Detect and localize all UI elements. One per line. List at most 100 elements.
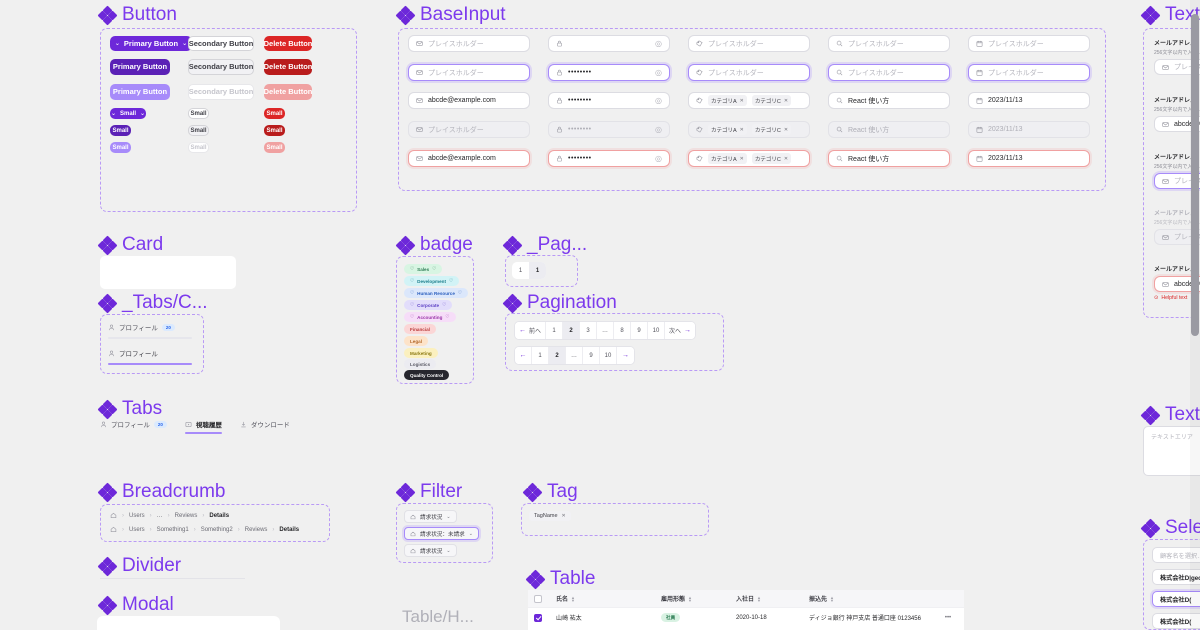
password-input-default[interactable]: ◎ <box>548 35 670 52</box>
secondary-small-hover[interactable]: Small <box>188 125 209 136</box>
eye-icon[interactable]: ◎ <box>655 96 662 105</box>
date-input-filled[interactable]: 2023/11/13 <box>968 92 1090 109</box>
date-input-error[interactable]: 2023/11/13 <box>968 150 1090 167</box>
primary-button-hover[interactable]: Primary Button <box>110 59 170 75</box>
tag-chip[interactable]: カテゴリC ✕ <box>751 153 792 164</box>
page-button-9[interactable]: 9 <box>631 322 649 339</box>
breadcrumb-item[interactable]: Users <box>129 526 145 533</box>
email-input-default[interactable]: プレイスホルダー <box>408 35 530 52</box>
next-page-button[interactable]: 次へ → <box>665 322 696 339</box>
modal-surface[interactable] <box>97 616 280 630</box>
tabs-chip-item-2[interactable]: プロフィール <box>108 348 192 365</box>
sort-icon[interactable]: ▲ ▼ <box>830 594 834 603</box>
delete-button-default[interactable]: Delete Button <box>264 36 312 51</box>
table-row[interactable]: 山崎 祐太 社員 2020-10-18 ディジョ銀行 神戸支店 普通口座 012… <box>528 607 964 627</box>
password-input-focus[interactable]: •••••••• ◎ <box>548 64 670 81</box>
sort-icon[interactable]: ▲ ▼ <box>688 594 692 603</box>
select-all-checkbox[interactable] <box>534 594 542 603</box>
page-button-1[interactable]: 1 <box>546 322 564 339</box>
row-checkbox[interactable] <box>534 613 542 622</box>
search-input-error[interactable]: React 使い方 <box>828 150 950 167</box>
eye-icon[interactable]: ◎ <box>655 39 662 48</box>
primary-button-default[interactable]: ⌄ Primary Button ⌄ <box>110 36 192 51</box>
close-icon[interactable]: ✕ <box>561 513 566 519</box>
tab-history[interactable]: 視聴履歴 <box>184 419 222 434</box>
row-menu-icon[interactable]: ••• <box>944 614 952 621</box>
page-button-1[interactable]: 1 <box>532 347 549 364</box>
breadcrumb-item[interactable]: Something2 <box>200 526 233 533</box>
password-input-error[interactable]: •••••••• ◎ <box>548 150 670 167</box>
tag-input-default[interactable]: プレイスホルダー <box>688 35 810 52</box>
page-button-10[interactable]: 10 <box>648 322 666 339</box>
select-option-2[interactable]: 株式会社D( <box>1152 591 1200 607</box>
secondary-button-default[interactable]: Secondary Button <box>188 36 254 51</box>
select-placeholder[interactable]: 顧客名を選択… <box>1152 547 1200 563</box>
tabs-chip-item-1[interactable]: プロフィール 20 <box>108 322 192 339</box>
page-button-2[interactable]: 2 <box>563 322 581 339</box>
next-page-button-compact[interactable]: → <box>617 347 634 364</box>
close-icon[interactable]: ✕ <box>739 155 744 162</box>
primary-small-hover[interactable]: Small <box>110 125 131 136</box>
email-field-filled[interactable]: abcde@e… <box>1154 116 1200 132</box>
delete-small-hover[interactable]: Small <box>264 125 285 136</box>
breadcrumb-item[interactable]: Reviews <box>244 526 268 533</box>
sort-icon[interactable]: ▲ ▼ <box>757 594 761 603</box>
primary-small-default[interactable]: ⌄ Small ⌄ <box>110 108 146 119</box>
email-input-filled[interactable]: abcde@example.com <box>408 92 530 109</box>
breadcrumb-item[interactable]: Something1 <box>156 526 189 533</box>
prev-page-button-compact[interactable]: ← <box>515 347 532 364</box>
delete-small-default[interactable]: Small <box>264 108 285 119</box>
tag-input-focus[interactable]: プレイスホルダー <box>688 64 810 81</box>
page-button-active[interactable]: 1 <box>529 262 546 279</box>
table-header-name[interactable]: 氏名 ▲ ▼ <box>556 594 661 603</box>
prev-page-button[interactable]: ← 前へ <box>515 322 547 339</box>
page-button-10[interactable]: 10 <box>600 347 617 364</box>
tag-chip[interactable]: カテゴリA ✕ <box>708 153 747 164</box>
search-input-default[interactable]: プレイスホルダー <box>828 35 950 52</box>
tag-input-filled[interactable]: カテゴリA ✕ カテゴリC ✕ <box>688 92 810 109</box>
eye-icon[interactable]: ◎ <box>655 154 662 163</box>
select-option-1[interactable]: 株式会社D|geo… <box>1152 569 1200 585</box>
tag-chip[interactable]: TagName ✕ <box>529 511 571 521</box>
email-field-default[interactable]: プレイス… <box>1154 59 1200 75</box>
eye-icon[interactable]: ◎ <box>655 68 662 77</box>
page-button-2[interactable]: 2 <box>549 347 566 364</box>
tab-download[interactable]: ダウンロード <box>240 419 290 434</box>
page-button-3[interactable]: 3 <box>580 322 598 339</box>
email-input-error[interactable]: abcde@example.com <box>408 150 530 167</box>
date-input-default[interactable]: プレイスホルダー <box>968 35 1090 52</box>
sort-icon[interactable]: ▲ ▼ <box>571 594 575 603</box>
email-input-focus[interactable]: プレイスホルダー <box>408 64 530 81</box>
tag-chip[interactable]: カテゴリA ✕ <box>708 95 747 106</box>
email-field-focus[interactable]: プレイス… <box>1154 173 1200 189</box>
page-button-9[interactable]: 9 <box>583 347 600 364</box>
delete-button-hover[interactable]: Delete Button <box>264 59 312 75</box>
date-input-focus[interactable]: プレイスホルダー <box>968 64 1090 81</box>
secondary-small-default[interactable]: Small <box>188 108 209 119</box>
table-header-employment[interactable]: 雇用形態 ▲ ▼ <box>661 594 736 603</box>
close-icon[interactable]: ✕ <box>783 155 789 162</box>
search-input-focus[interactable]: プレイスホルダー <box>828 64 950 81</box>
tag-chip[interactable]: カテゴリC ✕ <box>751 95 792 106</box>
close-icon[interactable]: ✕ <box>783 97 789 104</box>
table-header-bank[interactable]: 振込先 ▲ ▼ <box>809 594 958 603</box>
filter-button-2[interactable]: 請求状況：未請求 ⌄ <box>404 527 479 540</box>
vertical-scrollbar-track[interactable] <box>1190 0 1200 630</box>
search-input-filled[interactable]: React 使い方 <box>828 92 950 109</box>
table-header-joined[interactable]: 入社日 ▲ ▼ <box>736 594 809 603</box>
breadcrumb-item[interactable]: Users <box>129 512 145 519</box>
page-button-8[interactable]: 8 <box>614 322 632 339</box>
email-field-error[interactable]: abcde@e… <box>1154 276 1200 292</box>
home-icon[interactable] <box>110 526 117 533</box>
filter-button-1[interactable]: 請求状況 ⌄ <box>404 510 457 523</box>
breadcrumb-item[interactable]: Reviews <box>174 512 198 519</box>
tag-input-error[interactable]: カテゴリA ✕ カテゴリC ✕ <box>688 150 810 167</box>
close-icon[interactable]: ✕ <box>739 97 744 104</box>
page-button[interactable]: 1 <box>518 267 523 274</box>
tab-profile[interactable]: プロフィール 20 <box>100 419 167 434</box>
card-surface[interactable] <box>100 256 236 289</box>
filter-button-3[interactable]: 請求状況 ⌄ <box>404 544 457 557</box>
breadcrumb-ellipsis[interactable]: … <box>156 512 163 519</box>
password-input-filled[interactable]: •••••••• ◎ <box>548 92 670 109</box>
home-icon[interactable] <box>110 512 117 519</box>
